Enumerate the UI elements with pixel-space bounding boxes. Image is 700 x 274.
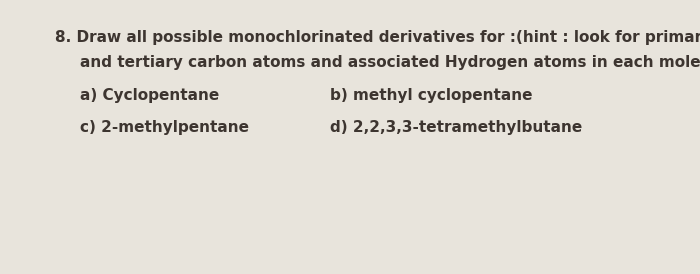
- Text: b) methyl cyclopentane: b) methyl cyclopentane: [330, 88, 533, 103]
- Text: and tertiary carbon atoms and associated Hydrogen atoms in each molecule): and tertiary carbon atoms and associated…: [80, 55, 700, 70]
- Text: d) 2,2,3,3-tetramethylbutane: d) 2,2,3,3-tetramethylbutane: [330, 120, 582, 135]
- Text: 8. Draw all possible monochlorinated derivatives for :(hint : look for primary, : 8. Draw all possible monochlorinated der…: [55, 30, 700, 45]
- Text: c) 2-methylpentane: c) 2-methylpentane: [80, 120, 249, 135]
- Text: a) Cyclopentane: a) Cyclopentane: [80, 88, 219, 103]
